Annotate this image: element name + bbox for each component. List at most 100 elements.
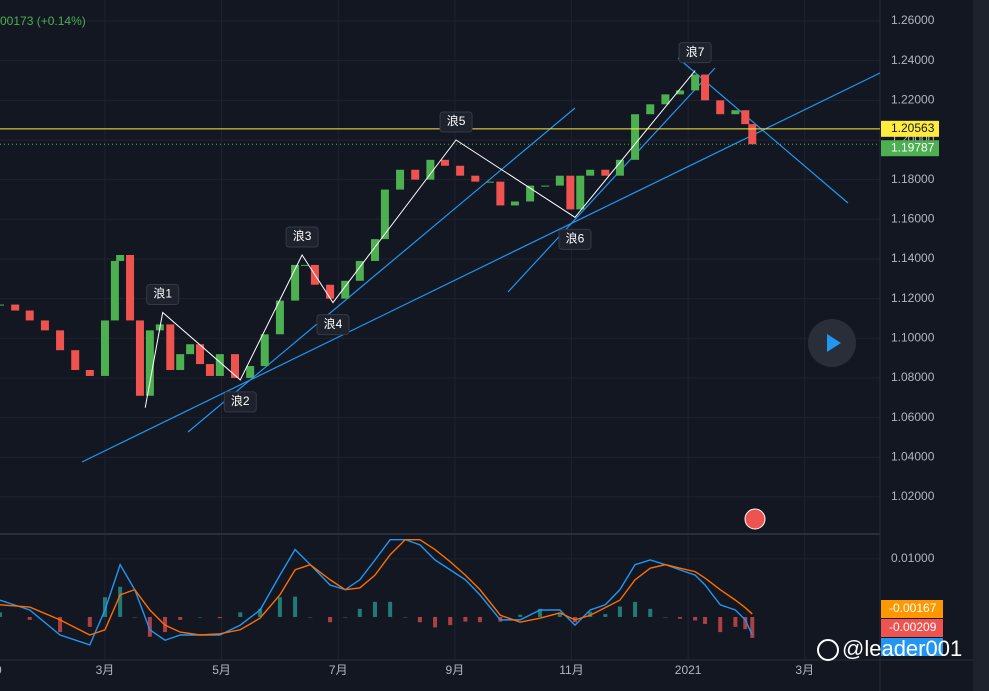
histogram-bar [343, 616, 348, 618]
histogram-bar [147, 616, 152, 637]
candle [260, 334, 269, 367]
x-tick-label: 7月 [329, 663, 348, 677]
event-flag[interactable] [744, 508, 766, 530]
histogram-bar [132, 616, 137, 618]
wave-label-bg [678, 42, 712, 64]
x-tick-label: 11月 [559, 663, 583, 677]
candle [646, 104, 655, 115]
candle [11, 304, 20, 311]
candle [71, 350, 80, 371]
histogram-bar [238, 612, 243, 617]
candle [196, 344, 205, 365]
candle [748, 124, 757, 145]
candle [555, 175, 564, 186]
y-tick-label: 1.16000 [891, 211, 935, 225]
macd-line [0, 538, 753, 636]
histogram-bar [477, 616, 482, 623]
header-change: 00173 (+0.14%) [0, 14, 86, 28]
histogram-bar [603, 614, 608, 617]
candle [426, 159, 435, 180]
histogram-bar [198, 616, 203, 618]
candle [615, 159, 624, 176]
wave-label: 浪5 [447, 113, 466, 128]
histogram-bar [102, 597, 107, 617]
candle [291, 264, 300, 301]
histogram-bar [718, 616, 723, 633]
y-tick-label: 1.10000 [891, 330, 935, 344]
price-label-bg [881, 140, 939, 157]
candle [396, 169, 405, 190]
histogram-bar [733, 616, 738, 627]
candle [205, 364, 214, 376]
macd-label-bg [881, 619, 943, 637]
candle [166, 324, 175, 371]
y-tick-label: 1.04000 [891, 449, 935, 463]
histogram-bar [0, 612, 2, 617]
play-icon [827, 334, 841, 352]
histogram-bar [743, 616, 748, 630]
y-tick-label: 1.24000 [891, 53, 935, 67]
histogram-bar [357, 608, 362, 617]
x-tick-label: 3月 [96, 663, 115, 677]
candle [716, 100, 725, 115]
candle [100, 320, 109, 376]
y-tick-label: 1.26000 [891, 13, 935, 27]
y-tick-label: 1.12000 [891, 291, 935, 305]
histogram-bar [518, 614, 523, 617]
candle [40, 320, 49, 331]
histogram-bar [677, 616, 682, 619]
histogram-bar [87, 616, 92, 627]
wave-label: 浪2 [231, 393, 250, 408]
y-tick-label: 1.06000 [891, 410, 935, 424]
histogram-bar [308, 616, 313, 618]
macd-tick-label: 0.01000 [891, 551, 935, 565]
candle [456, 165, 465, 176]
candle [145, 330, 154, 396]
histogram-bar [277, 597, 282, 617]
wave-label: 浪6 [566, 230, 585, 245]
candle [25, 310, 34, 321]
candle [411, 169, 420, 180]
candle [631, 114, 640, 160]
candle [661, 94, 670, 105]
histogram-bar [372, 601, 377, 617]
wave-label: 浪1 [153, 286, 172, 301]
candle [300, 264, 309, 266]
y-tick-label: 1.02000 [891, 489, 935, 503]
y-tick-label: 1.08000 [891, 370, 935, 384]
candle [440, 159, 449, 166]
macd-label-bg [881, 638, 943, 656]
candle [56, 330, 65, 351]
histogram-bar [750, 616, 755, 638]
candle [246, 366, 255, 378]
wave-zigzag [144, 70, 696, 408]
x-tick-label: 2020 [0, 663, 2, 677]
wave-label-bg [439, 111, 473, 133]
candle [541, 185, 550, 187]
candle [186, 344, 195, 355]
candle [601, 169, 610, 176]
candle [370, 239, 379, 261]
macd-label: -0.00209 [889, 620, 937, 634]
wave-label-bg [223, 391, 257, 413]
histogram-bar [217, 616, 222, 619]
candle [510, 201, 519, 206]
candle [691, 74, 700, 91]
histogram-bar [178, 616, 183, 620]
histogram-bar [417, 616, 422, 623]
wave-label-bg [558, 228, 592, 250]
candle [586, 169, 595, 176]
histogram-bar [648, 608, 653, 617]
y-tick-label: 1.22000 [891, 93, 935, 107]
candle [355, 260, 364, 281]
histogram-bar [588, 611, 593, 617]
candle [215, 354, 224, 376]
macd-label: -0.00167 [889, 601, 937, 615]
histogram-bar [663, 616, 668, 618]
candle [326, 284, 335, 299]
histogram-bar [433, 616, 438, 628]
histogram-bar [118, 586, 123, 617]
wave-label: 浪7 [686, 44, 705, 59]
candle [231, 354, 240, 378]
